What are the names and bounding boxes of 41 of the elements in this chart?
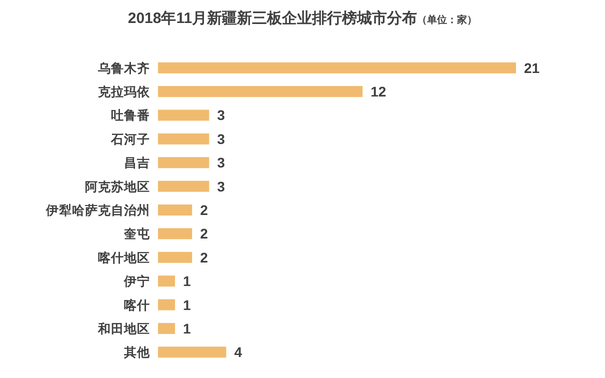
bar [158, 180, 210, 192]
bar [158, 322, 176, 334]
bar [158, 62, 516, 74]
data-label: 3 [217, 107, 226, 124]
y-tick-label: 阿克苏地区 [85, 180, 150, 194]
y-tick-label: 克拉玛依 [97, 85, 151, 100]
data-label: 3 [217, 130, 226, 147]
data-label: 3 [217, 178, 226, 194]
bar [158, 299, 176, 310]
bar [158, 276, 176, 287]
data-label: 1 [183, 296, 192, 313]
y-tick-label: 喀什地区 [98, 250, 150, 265]
y-tick-label: 伊犁哈萨克自治州 [45, 202, 150, 218]
y-tick-label: 石河子 [110, 132, 150, 146]
bar [158, 133, 210, 144]
y-tick-label: 吐鲁番 [111, 108, 150, 123]
y-tick-label: 昌吉 [124, 156, 150, 170]
data-label: 4 [234, 344, 242, 360]
bar [158, 204, 192, 216]
data-label: 3 [217, 154, 226, 171]
y-tick-label: 喀什 [124, 297, 150, 312]
y-tick-label: 奎屯 [123, 227, 151, 242]
y-tick-label: 伊宁 [123, 274, 150, 289]
y-tick-label: 和田地区 [97, 320, 150, 336]
y-tick-label: 其他 [123, 346, 151, 360]
bar [158, 110, 210, 121]
bar [158, 252, 192, 263]
chart-title: 2018年11月新疆新三板企业排行榜城市分布 [128, 9, 418, 27]
data-label: 2 [200, 226, 208, 242]
data-label: 1 [183, 273, 192, 290]
chart-subtitle: （单位：家） [417, 14, 478, 26]
data-label: 21 [524, 60, 540, 76]
bar [158, 157, 210, 168]
data-label: 2 [200, 202, 208, 218]
data-label: 12 [370, 84, 386, 100]
bar [158, 228, 192, 240]
bar [158, 346, 226, 358]
data-label: 1 [183, 320, 192, 336]
bar [158, 86, 363, 98]
data-label: 2 [200, 249, 208, 266]
y-tick-label: 乌鲁木齐 [97, 60, 150, 76]
